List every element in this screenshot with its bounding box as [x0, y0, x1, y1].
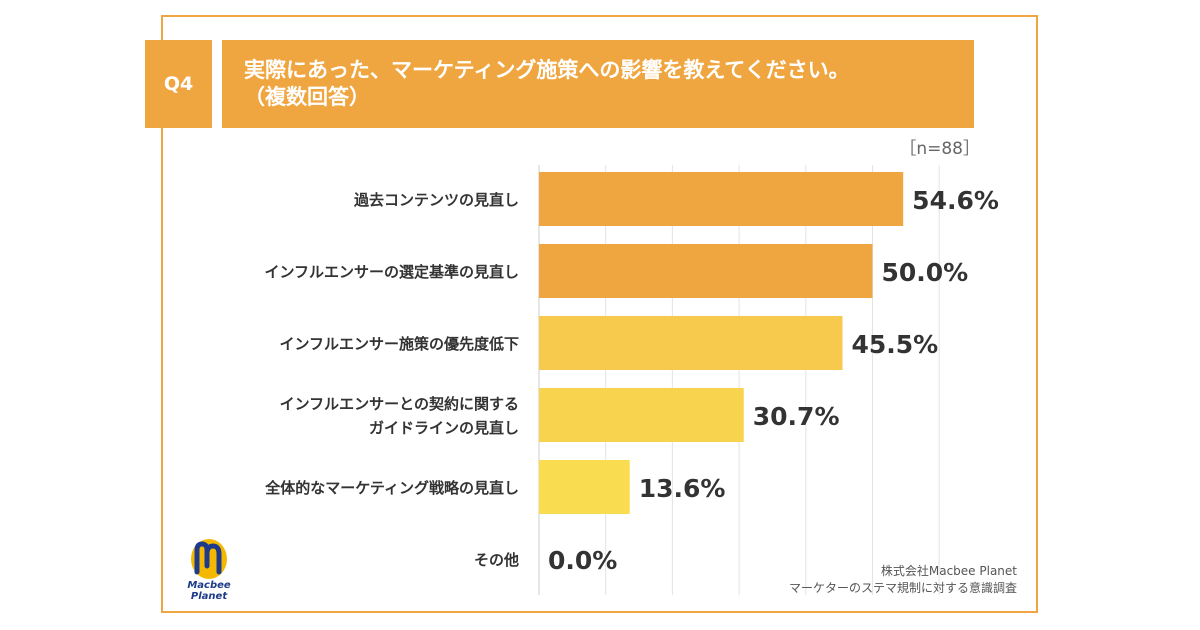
category-label: その他 [474, 551, 519, 569]
category-label: ガイドラインの見直し [369, 419, 519, 437]
question-number: Q4 [145, 40, 212, 128]
question-title-line-1: 実際にあった、マーケティング施策への影響を教えてください。 [244, 58, 850, 82]
data-label: 50.0% [882, 258, 969, 287]
macbee-planet-logo: Macbee Planet [181, 536, 237, 602]
credit: 株式会社Macbee Planet マーケターのステマ規制に対する意識調査 [789, 563, 1017, 597]
data-label: 54.6% [912, 186, 999, 215]
data-label: 13.6% [639, 474, 726, 503]
logo-line-2: Planet [190, 591, 228, 602]
logo-line-1: Macbee [187, 580, 231, 591]
data-label: 0.0% [548, 546, 617, 575]
question-title-line-2: （複数回答） [244, 85, 370, 109]
chart-frame [161, 15, 1038, 613]
category-label: インフルエンサーとの契約に関する [280, 395, 519, 413]
bar [539, 460, 630, 514]
bar [539, 316, 843, 370]
category-label: 全体的なマーケティング戦略の見直し [264, 479, 519, 497]
category-label: インフルエンサー施策の優先度低下 [279, 335, 519, 353]
bar [539, 172, 904, 226]
data-label: 30.7% [753, 402, 840, 431]
bar [539, 388, 744, 442]
bar [539, 244, 873, 298]
data-label: 45.5% [851, 330, 938, 359]
credit-company: 株式会社Macbee Planet [880, 564, 1017, 578]
credit-survey: マーケターのステマ規制に対する意識調査 [788, 581, 1017, 595]
sample-size: ［n=88］ [899, 139, 980, 159]
category-label: インフルエンサーの選定基準の見直し [264, 263, 519, 281]
category-label: 過去コンテンツの見直し [353, 191, 519, 209]
macbee-m-logo-icon [191, 539, 227, 579]
question-title: 実際にあった、マーケティング施策への影響を教えてください。 （複数回答） [222, 40, 974, 128]
